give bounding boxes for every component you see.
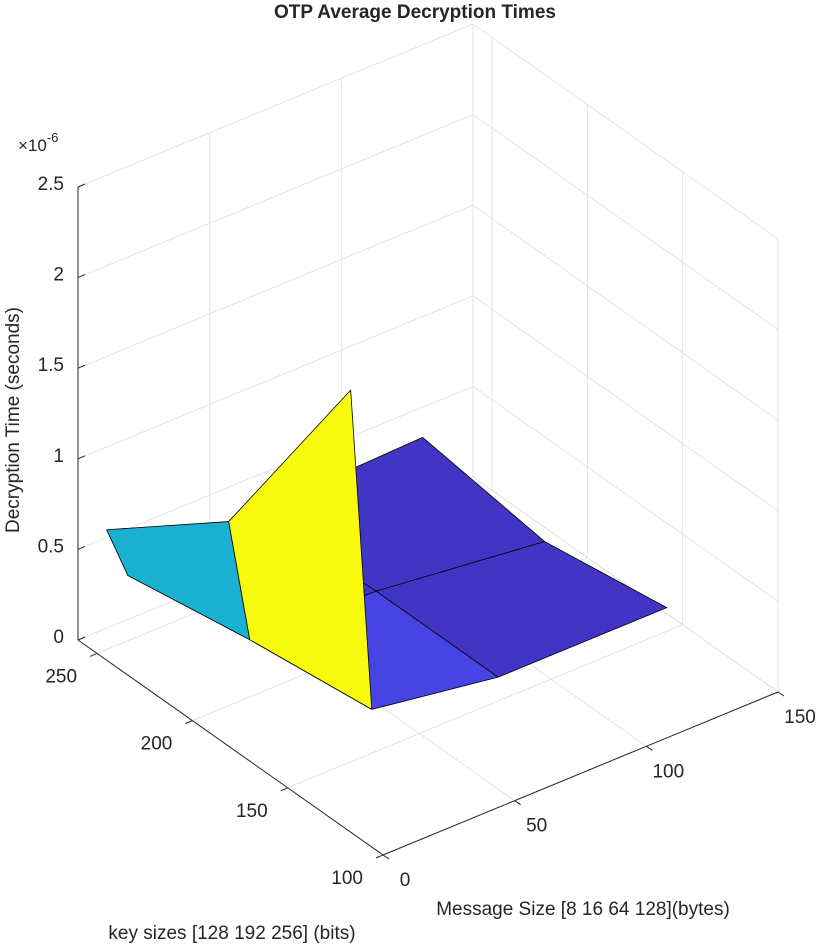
- grid-line: [77, 295, 474, 460]
- chart-title: OTP Average Decryption Times: [274, 2, 556, 23]
- x-tick: [646, 745, 653, 751]
- y-tick-label: 250: [45, 666, 77, 687]
- x-tick-label: 50: [526, 816, 547, 837]
- x-tick-label: 100: [652, 761, 684, 782]
- grid-line: [472, 295, 779, 512]
- z-tick-label: 1.5: [38, 355, 64, 376]
- z-tick-label: 2: [53, 265, 64, 286]
- z-tick-label: 2.5: [38, 174, 64, 195]
- x-axis-label: Message Size [8 16 64 128](bytes): [436, 899, 730, 920]
- surface-face: [106, 521, 251, 641]
- z-tick: [77, 545, 86, 550]
- y-tick: [280, 787, 288, 792]
- z-multiplier-exponent: -6: [47, 130, 59, 145]
- z-tick: [77, 455, 86, 460]
- x-tick-label: 0: [400, 870, 411, 891]
- grid-line: [287, 624, 683, 789]
- y-tick: [375, 854, 384, 859]
- z-tick-label: 0.5: [38, 536, 64, 557]
- z-tick: [77, 183, 86, 188]
- grid-line: [472, 204, 779, 421]
- grid-line: [472, 385, 779, 602]
- grid-line: [472, 114, 779, 331]
- z-tick: [77, 274, 86, 279]
- z-axis-label: Decryption Time (seconds): [3, 307, 24, 533]
- z-tick: [77, 364, 86, 369]
- grid-line: [77, 114, 474, 279]
- x-tick: [777, 691, 785, 697]
- y-tick: [89, 652, 98, 657]
- y-axis: [77, 639, 384, 856]
- grid-line: [472, 23, 779, 240]
- y-tick-label: 100: [331, 868, 363, 889]
- surface-face: [228, 389, 373, 710]
- y-tick-label: 200: [141, 734, 173, 755]
- z-tick-label: 0: [53, 627, 64, 648]
- x-axis: [382, 691, 779, 856]
- x-tick: [382, 854, 390, 860]
- grid-line: [472, 476, 779, 693]
- grid-line: [77, 23, 474, 188]
- grid-line: [77, 385, 474, 550]
- z-tick-label: 1: [53, 446, 64, 467]
- z-multiplier-base: ×10: [18, 136, 47, 155]
- x-tick-label: 150: [784, 707, 816, 728]
- z-multiplier: ×10-6: [18, 130, 58, 155]
- y-tick: [185, 720, 193, 725]
- y-axis-label: key sizes [128 192 256] (bits): [108, 923, 355, 944]
- grid-line: [77, 204, 474, 369]
- z-tick: [77, 636, 86, 641]
- x-tick: [514, 800, 521, 806]
- y-tick-label: 150: [236, 801, 268, 822]
